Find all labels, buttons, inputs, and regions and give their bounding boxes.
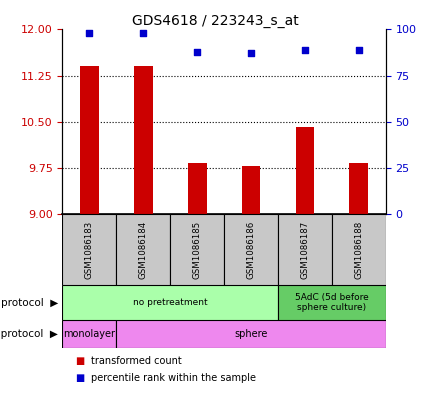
Point — [139, 30, 146, 36]
Bar — [116, 320, 385, 348]
Text: protocol  ▶: protocol ▶ — [1, 298, 58, 308]
Point — [86, 30, 92, 36]
Text: 5AdC (5d before
sphere culture): 5AdC (5d before sphere culture) — [295, 293, 368, 312]
Bar — [116, 214, 170, 285]
Text: monolayer: monolayer — [63, 329, 115, 339]
Bar — [62, 320, 116, 348]
Bar — [224, 214, 277, 285]
Point — [354, 47, 361, 53]
Bar — [295, 127, 313, 214]
Text: sphere: sphere — [234, 329, 267, 339]
Text: transformed count: transformed count — [90, 356, 181, 366]
Text: ■: ■ — [75, 356, 84, 366]
Text: GSM1086188: GSM1086188 — [353, 220, 362, 279]
Bar — [241, 166, 260, 214]
Text: ■: ■ — [75, 373, 84, 383]
Point — [301, 47, 308, 53]
Text: GSM1086185: GSM1086185 — [192, 220, 201, 279]
Text: percentile rank within the sample: percentile rank within the sample — [90, 373, 255, 383]
Text: GSM1086183: GSM1086183 — [85, 220, 94, 279]
Bar — [134, 66, 152, 214]
Text: GDS4618 / 223243_s_at: GDS4618 / 223243_s_at — [132, 13, 298, 28]
Bar — [187, 163, 206, 214]
Point — [193, 48, 200, 55]
Bar — [277, 285, 385, 320]
Bar — [277, 214, 331, 285]
Text: no pretreatment: no pretreatment — [133, 298, 207, 307]
Bar — [80, 66, 98, 214]
Bar — [170, 214, 224, 285]
Text: GSM1086187: GSM1086187 — [300, 220, 309, 279]
Bar — [62, 214, 116, 285]
Bar — [331, 214, 385, 285]
Text: GSM1086184: GSM1086184 — [138, 220, 147, 279]
Bar — [62, 285, 277, 320]
Point — [247, 50, 254, 57]
Bar — [349, 163, 367, 214]
Text: growth protocol  ▶: growth protocol ▶ — [0, 329, 58, 339]
Text: GSM1086186: GSM1086186 — [246, 220, 255, 279]
